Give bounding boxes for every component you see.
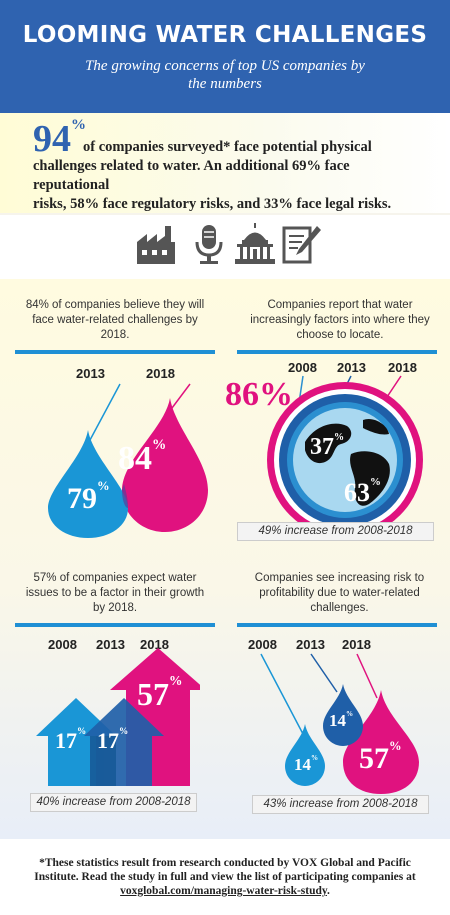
- panel4-value-2013-number: 14: [329, 711, 346, 730]
- panel3-value-2013: 17%: [97, 726, 129, 754]
- drop-2013: [48, 430, 128, 538]
- footer: [0, 839, 450, 915]
- panel3-value-2018: 57%: [137, 673, 183, 713]
- panel2-value-2008: 37%: [310, 431, 345, 461]
- panel2-value-unit: %: [370, 475, 381, 488]
- icon-row: [0, 215, 450, 279]
- panel4-leader-2008: [260, 653, 304, 735]
- panel4-divider: [237, 623, 437, 627]
- panel1-year-label: 2013: [76, 366, 105, 381]
- panel2-year-label: 2018: [388, 360, 417, 375]
- panel1-value-2018-number: 84: [118, 440, 152, 477]
- panel3-year-label: 2013: [96, 637, 125, 652]
- panel4-value-unit: %: [389, 739, 402, 754]
- panel3-value-2013-number: 17: [97, 728, 119, 753]
- panel2-divider: [237, 350, 437, 354]
- page-title: LOOMING WATER CHALLENGES: [22, 22, 428, 48]
- panel2-chart: [267, 375, 423, 530]
- panel4-year-label: 2018: [342, 637, 371, 652]
- panel3-year-label: 2008: [48, 637, 77, 652]
- drop-2018: [122, 398, 208, 532]
- panel3-year-label: 2018: [140, 637, 169, 652]
- panel1-value-2013: 79%: [67, 479, 110, 516]
- drop-2008: [285, 724, 325, 786]
- panel2-year-label: 2008: [288, 360, 317, 375]
- page-subtitle: The growing concerns of top US companies…: [85, 58, 365, 92]
- panel2-caption: Companies report that water increasingly…: [250, 299, 430, 341]
- panel3-divider: [15, 623, 215, 627]
- panel1-divider: [15, 350, 215, 354]
- panel4-caption: Companies see increasing risk to profita…: [254, 572, 425, 614]
- panel4-value-unit: %: [311, 753, 319, 762]
- panel2-value-2018: 86%: [225, 376, 293, 413]
- panel3-chart: [36, 648, 200, 786]
- intro-text: of companies surveyed* face potential ph…: [33, 138, 428, 214]
- panel3-value-unit: %: [119, 726, 129, 737]
- footer-note: *These statistics result from research c…: [25, 856, 425, 898]
- panel4-value-2008-number: 14: [294, 755, 311, 774]
- panel4-value-2018: 57%: [359, 739, 402, 776]
- panel1-caption: 84% of companies believe they will face …: [25, 299, 205, 341]
- footer-period: .: [327, 885, 330, 897]
- intro-line-3: risks, 58% face regulatory risks, and 33…: [33, 196, 392, 212]
- intro-band: [0, 113, 450, 213]
- study-link[interactable]: voxglobal.com/managing-water-risk-study: [120, 885, 328, 897]
- drop-2013: [323, 684, 363, 746]
- panel2-value-2013-number: 63: [344, 478, 370, 507]
- intro-big-number: 94%: [33, 117, 86, 161]
- panel4-leader-2013: [310, 653, 338, 693]
- intro-big-number-value: 94: [33, 118, 71, 160]
- panel4-chart: [260, 653, 419, 794]
- panel4-year-label: 2008: [248, 637, 277, 652]
- panel1-value-unit: %: [97, 479, 110, 494]
- panel1-value-2013-number: 79: [67, 482, 97, 515]
- panel1-leader-2018: [171, 383, 191, 409]
- panel3-note: 40% increase from 2008-2018: [30, 793, 197, 812]
- footer-text: *These statistics result from research c…: [34, 857, 416, 883]
- drop-2018: [343, 690, 419, 794]
- panel3-value-2008: 17%: [55, 726, 87, 754]
- panel3-value-unit: %: [169, 673, 183, 689]
- intro-line-1: of companies surveyed* face potential ph…: [83, 139, 372, 155]
- panel4-leader-2018: [356, 653, 378, 699]
- panel4-value-2013: 14%: [329, 709, 354, 731]
- document-pen-icon: [282, 226, 321, 264]
- microphone-icon: [195, 225, 223, 264]
- panel4-value-unit: %: [346, 709, 354, 718]
- panel4-value-2018-number: 57: [359, 742, 389, 775]
- panel1-value-unit: %: [152, 437, 167, 454]
- panel4-year-label: 2013: [296, 637, 325, 652]
- panel3-value-2008-number: 17: [55, 728, 77, 753]
- capitol-icon: [235, 223, 275, 264]
- panel3-caption: 57% of companies expect water issues to …: [25, 572, 205, 614]
- intro-line-2: challenges related to water. An addition…: [33, 158, 350, 193]
- panel2-value-unit: %: [334, 431, 345, 443]
- panel1-year-label: 2018: [146, 366, 175, 381]
- panel1-leader-2013: [89, 383, 121, 441]
- intro-big-number-unit: %: [71, 117, 86, 134]
- panel1-value-2018: 84%: [118, 437, 167, 478]
- panel2-value-2013: 63%: [344, 475, 381, 508]
- panel1-chart: [48, 383, 208, 538]
- panel2-value-2008-number: 37: [310, 434, 334, 460]
- panel4-value-2008: 14%: [294, 753, 319, 775]
- panel4-note: 43% increase from 2008-2018: [252, 795, 429, 814]
- header-banner: [0, 0, 450, 113]
- panel3-value-2018-number: 57: [137, 676, 169, 712]
- panel2-year-label: 2013: [337, 360, 366, 375]
- panel2-note: 49% increase from 2008-2018: [237, 522, 434, 541]
- factory-icon: [137, 226, 175, 264]
- panel3-value-unit: %: [77, 726, 87, 737]
